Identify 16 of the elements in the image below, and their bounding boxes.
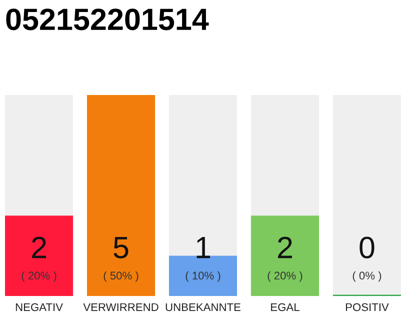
x-tick-label: POSITIV — [346, 303, 389, 312]
annotation: ( 20% ) — [22, 271, 56, 282]
annotation: ( 20% ) — [268, 271, 302, 282]
data-label: 2 — [32, 236, 46, 258]
data-label: 2 — [278, 236, 292, 258]
x-tick-label: VERWIRREND — [83, 303, 158, 311]
annotation: ( 0% ) — [352, 271, 382, 282]
x-tick-label: EGAL — [271, 303, 300, 312]
data-label: 1 — [196, 237, 210, 258]
annotation: ( 10% ) — [186, 271, 220, 282]
chart-title: 052152201514 — [6, 8, 209, 30]
data-label: 5 — [114, 237, 128, 258]
data-label: 0 — [360, 236, 374, 258]
x-tick-label: NEGATIV — [16, 303, 63, 312]
annotation: ( 50% ) — [104, 271, 138, 282]
x-tick-label: UNBEKANNTE — [166, 303, 240, 312]
